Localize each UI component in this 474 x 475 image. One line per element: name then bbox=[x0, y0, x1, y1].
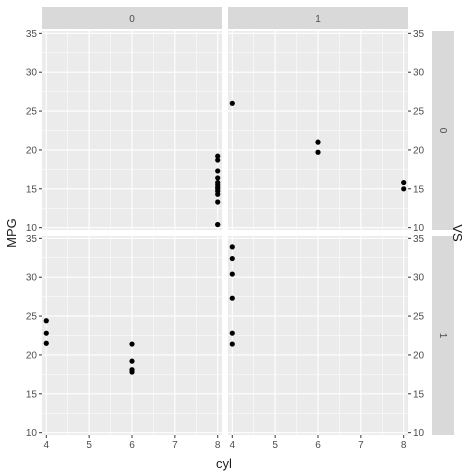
data-point bbox=[229, 271, 235, 277]
x-tick-label: 5 bbox=[272, 440, 278, 451]
data-point bbox=[315, 139, 321, 145]
column-strip bbox=[42, 7, 222, 29]
x-tick-label: 7 bbox=[358, 440, 364, 451]
y-tick-label-right: 25 bbox=[413, 107, 425, 118]
y-tick-label-right: 20 bbox=[413, 350, 425, 361]
y-tick-label-right: 20 bbox=[413, 145, 425, 156]
y-tick-label-left: 30 bbox=[26, 273, 38, 284]
data-point bbox=[229, 244, 235, 250]
x-tick-label: 4 bbox=[230, 440, 236, 451]
data-point bbox=[401, 186, 407, 192]
data-point bbox=[215, 221, 221, 228]
y-tick-label-right: 35 bbox=[413, 234, 425, 245]
data-point bbox=[215, 157, 221, 163]
data-point bbox=[229, 341, 235, 347]
x-tick-label: 5 bbox=[86, 440, 92, 451]
x-tick-label: 4 bbox=[44, 440, 50, 451]
x-tick-label: 8 bbox=[401, 440, 407, 451]
panels-layer bbox=[42, 31, 408, 435]
data-point bbox=[215, 168, 221, 174]
x-axis-title: cyl bbox=[216, 456, 232, 471]
y-tick-label-right: 35 bbox=[413, 29, 425, 40]
data-point bbox=[43, 330, 49, 336]
row-strip-label: 0 bbox=[437, 128, 448, 134]
x-tick-label: 7 bbox=[172, 440, 178, 451]
data-point bbox=[401, 179, 407, 186]
y-tick-label-left: 15 bbox=[26, 389, 38, 400]
data-point bbox=[229, 295, 235, 301]
y-tick-label-left: 10 bbox=[26, 223, 38, 234]
y-tick-label-right: 30 bbox=[413, 68, 425, 79]
y-tick-label-left: 35 bbox=[26, 234, 38, 245]
data-point bbox=[129, 369, 135, 375]
y-tick-label-right: 15 bbox=[413, 389, 425, 400]
data-point bbox=[229, 255, 235, 262]
data-point bbox=[215, 153, 221, 159]
y-tick-label-left: 25 bbox=[26, 312, 38, 323]
y-axis-title: MPG bbox=[4, 218, 19, 248]
data-point bbox=[229, 100, 235, 106]
row-strip bbox=[432, 236, 454, 435]
strips-layer: 0 101 bbox=[42, 7, 454, 435]
y-tick-label-left: 25 bbox=[26, 107, 38, 118]
data-point bbox=[43, 318, 49, 324]
x-tick-label: 6 bbox=[315, 440, 321, 451]
row-strip-label: 1 bbox=[437, 333, 448, 339]
column-strip-label: 0 bbox=[129, 14, 135, 25]
data-point bbox=[215, 175, 221, 181]
data-point bbox=[315, 149, 321, 155]
y-tick-label-right: 15 bbox=[413, 184, 425, 195]
right-facet-title: VS bbox=[450, 224, 465, 242]
y-tick-label-left: 20 bbox=[26, 350, 38, 361]
data-point bbox=[43, 340, 49, 346]
y-tick-label-right: 10 bbox=[413, 223, 425, 234]
row-strip bbox=[432, 31, 454, 230]
y-tick-label-right: 25 bbox=[413, 312, 425, 323]
y-tick-label-left: 10 bbox=[26, 428, 38, 439]
data-point bbox=[215, 179, 221, 186]
y-tick-label-left: 30 bbox=[26, 68, 38, 79]
x-tick-label: 8 bbox=[215, 440, 221, 451]
points-layer bbox=[43, 100, 407, 375]
y-tick-label-right: 30 bbox=[413, 273, 425, 284]
y-tick-label-left: 20 bbox=[26, 145, 38, 156]
data-point bbox=[229, 330, 235, 336]
column-strip-label: 1 bbox=[315, 14, 321, 25]
data-point bbox=[129, 341, 135, 347]
y-tick-label-right: 10 bbox=[413, 428, 425, 439]
y-tick-label-left: 35 bbox=[26, 29, 38, 40]
data-point bbox=[129, 358, 135, 364]
column-strip bbox=[228, 7, 408, 29]
y-tick-label-left: 15 bbox=[26, 184, 38, 195]
x-tick-label: 6 bbox=[129, 440, 135, 451]
data-point bbox=[215, 199, 221, 205]
